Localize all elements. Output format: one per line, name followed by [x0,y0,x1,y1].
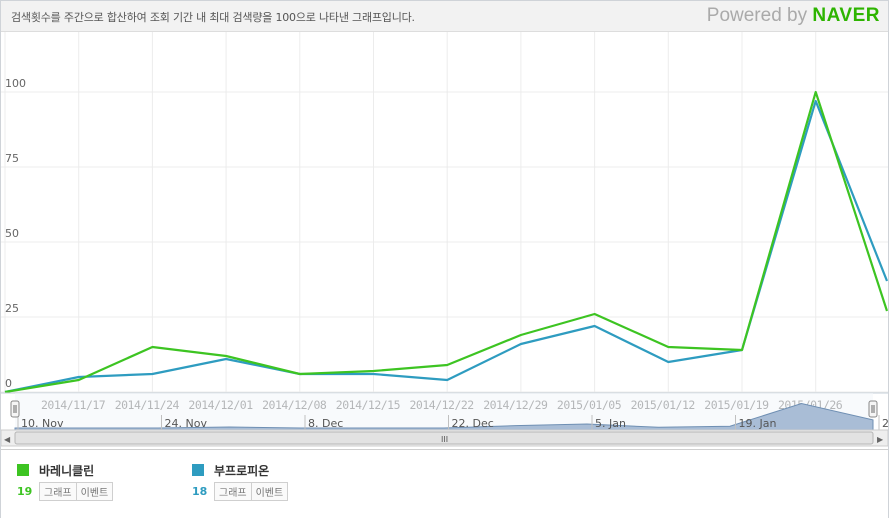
navigator-right-handle[interactable] [868,400,878,418]
y-tick-label: 0 [5,377,12,390]
navigator-label: 19. Jan [739,417,777,430]
y-tick-label: 25 [5,302,19,315]
scrollbar-grip-icon: III [441,435,448,444]
naver-brand: NAVER [812,5,880,26]
legend-value-1: 19 [17,485,33,498]
event-toggle-button-1[interactable]: 이벤트 [75,482,114,501]
y-tick-label: 75 [5,152,19,165]
legend-swatch-2 [192,464,204,476]
graph-toggle-button-2[interactable]: 그래프 [214,482,252,501]
legend-name-2: 부프로피온 [214,464,270,478]
y-tick-label: 50 [5,227,19,240]
legend-panel: 바레니클린 19 그래프 이벤트 부프로피온 18 그래프 이벤트 [1,449,888,518]
navigator-area [14,402,874,431]
navigator-window [15,393,873,430]
scroll-left-arrow-icon[interactable]: ◀ [4,435,11,444]
chart-description: 검색횟수를 주간으로 합산하여 조회 기간 내 최대 검색량을 100으로 나타… [11,11,415,24]
navigator-label: 10. Nov [21,417,64,430]
navigator-label: 8. Dec [308,417,343,430]
scrollbar-thumb[interactable] [14,431,874,445]
series-line[interactable] [4,90,888,394]
series-line[interactable] [4,99,888,394]
powered-by-logo[interactable]: Powered by NAVER [707,5,880,27]
legend-swatch-1 [17,464,29,476]
legend-value-2: 18 [192,485,208,498]
event-toggle-button-2[interactable]: 이벤트 [250,482,289,501]
navigator-left-handle[interactable] [10,400,20,418]
navigator-label: 5. Jan [595,417,626,430]
graph-toggle-button-1[interactable]: 그래프 [39,482,77,501]
navigator-label: 22. Dec [452,417,494,430]
powered-by-text: Powered by [706,5,808,26]
scroll-right-arrow-icon[interactable]: ▶ [877,435,884,444]
navigator-label: 2. [882,417,888,430]
navigator-label: 24. Nov [165,417,208,430]
chart-header: 검색횟수를 주간으로 합산하여 조회 기간 내 최대 검색량을 100으로 나타… [1,1,888,32]
legend-name-1: 바레니클린 [39,464,95,478]
y-tick-label: 100 [5,77,26,90]
